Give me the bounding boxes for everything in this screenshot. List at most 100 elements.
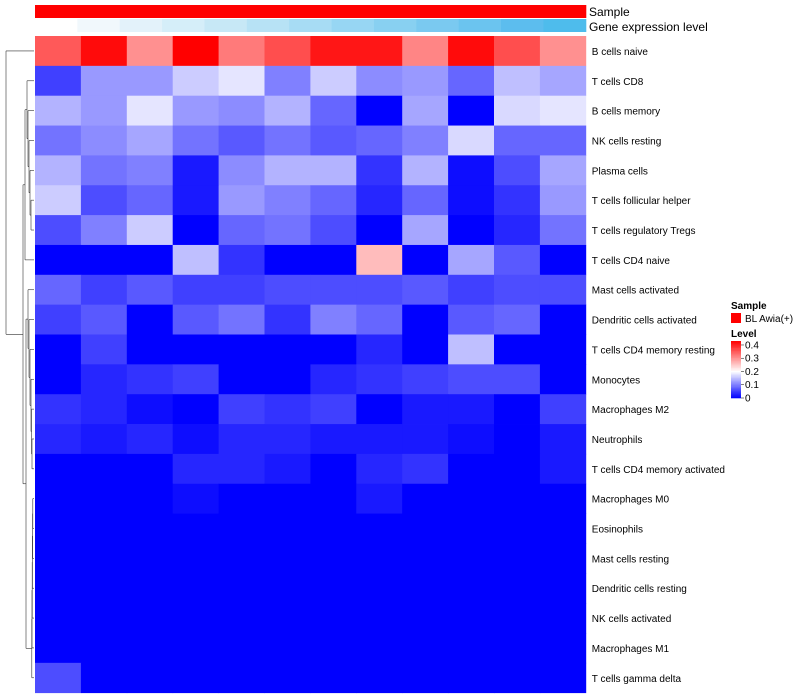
colorbar-segment	[731, 376, 741, 379]
colorbar-segment	[731, 383, 741, 386]
heatmap-cell	[126, 364, 174, 395]
heatmap-cell	[310, 364, 357, 395]
heatmap-cell	[218, 125, 265, 156]
heatmap-cell	[126, 334, 174, 365]
heatmap-cell	[494, 394, 541, 425]
heatmap-cell	[126, 394, 174, 425]
heatmap-cell	[80, 573, 128, 604]
heatmap-cell	[264, 364, 311, 395]
heatmap-cell	[80, 364, 128, 395]
row-label: Macrophages M1	[592, 644, 670, 655]
annotation-cell	[246, 19, 290, 32]
heatmap-cell	[264, 424, 311, 455]
colorbar-segment	[731, 368, 741, 370]
row-label: NK cells resting	[592, 136, 661, 147]
annotation-cell	[77, 5, 121, 18]
annotation-cell	[501, 5, 544, 18]
colorbar-segment	[731, 349, 741, 352]
row-label: Eosinophils	[592, 525, 643, 536]
legend-level-title: Level	[731, 329, 757, 340]
colorbar-segment	[731, 373, 741, 376]
heatmap-cell	[448, 155, 495, 186]
heatmap-cell	[310, 633, 357, 664]
heatmap-cell	[539, 65, 587, 97]
heatmap-cell	[264, 453, 311, 485]
heatmap-cell	[402, 364, 449, 395]
heatmap-cell	[310, 424, 357, 455]
annotation-cell	[119, 5, 163, 18]
heatmap-cell	[402, 304, 449, 335]
heatmap-cell	[172, 394, 219, 425]
heatmap-cell	[494, 662, 541, 694]
heatmap-cells	[35, 36, 587, 694]
colorbar-segment	[731, 356, 741, 359]
legend-level-ticks: 0.4 0.3 0.2 0.1 0	[741, 340, 759, 405]
colorbar-tick-label: 0	[745, 394, 751, 405]
heatmap-cell	[126, 95, 174, 126]
heatmap-cell	[35, 334, 82, 365]
heatmap-cell	[494, 453, 541, 485]
colorbar-segment	[731, 370, 741, 373]
heatmap-cell	[356, 215, 403, 246]
heatmap-cell	[264, 334, 311, 365]
colorbar-segment	[731, 375, 741, 377]
heatmap-cell	[310, 453, 357, 485]
heatmap-cell	[539, 543, 587, 574]
heatmap-cell	[494, 125, 541, 156]
heatmap-cell	[264, 483, 311, 514]
row-label: T cells CD4 memory activated	[592, 465, 725, 476]
annotation-cell	[416, 19, 460, 32]
heatmap-cell	[35, 543, 82, 574]
row-label: Dendritic cells activated	[592, 316, 697, 327]
colorbar-segment	[731, 341, 741, 343]
heatmap-cell	[80, 633, 128, 664]
colorbar-segment	[731, 366, 741, 369]
annotation-cell	[458, 19, 502, 32]
heatmap-cell	[264, 304, 311, 335]
row-label: Monocytes	[592, 375, 640, 386]
heatmap-cell	[402, 185, 449, 216]
heatmap-cell	[218, 633, 265, 664]
heatmap-cell	[35, 662, 82, 694]
heatmap-cell	[402, 662, 449, 694]
heatmap-cell	[402, 125, 449, 156]
heatmap-cell	[448, 662, 495, 694]
heatmap-cell	[310, 304, 357, 335]
heatmap-cell	[172, 185, 219, 216]
colorbar-segment	[731, 396, 741, 399]
heatmap-cell	[35, 274, 82, 306]
heatmap-cell	[172, 274, 219, 306]
heatmap-cell	[264, 603, 311, 634]
annotation-cell	[373, 19, 417, 32]
heatmap-cell	[218, 453, 265, 485]
heatmap-cell	[264, 65, 311, 97]
heatmap-cell	[172, 215, 219, 246]
heatmap-cell	[35, 424, 82, 455]
heatmap-cell	[539, 364, 587, 395]
heatmap-cell	[172, 573, 219, 604]
heatmap-cell	[448, 274, 495, 306]
colorbar-segment	[731, 386, 741, 389]
heatmap-cell	[218, 274, 265, 306]
heatmap-cell	[310, 394, 357, 425]
heatmap-cell	[539, 215, 587, 246]
heatmap-cell	[35, 95, 82, 126]
colorbar-segment	[731, 365, 741, 367]
heatmap-cell	[494, 215, 541, 246]
heatmap-cell	[402, 36, 449, 67]
annotation-cell	[458, 5, 502, 18]
heatmap-cell	[126, 453, 174, 485]
heatmap-cell	[172, 36, 219, 67]
heatmap-cell	[448, 573, 495, 604]
heatmap-cell	[264, 543, 311, 574]
annotation-label-sample: Sample	[589, 5, 630, 19]
heatmap-cell	[539, 603, 587, 634]
heatmap-cell	[80, 155, 128, 186]
heatmap-cell	[448, 334, 495, 365]
heatmap-cell	[494, 274, 541, 306]
heatmap-cell	[35, 185, 82, 216]
heatmap-cell	[356, 662, 403, 694]
heatmap-cell	[402, 274, 449, 306]
heatmap-cell	[80, 334, 128, 365]
